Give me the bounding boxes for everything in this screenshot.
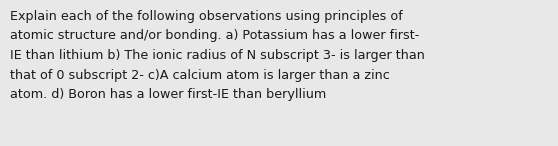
Text: IE than lithium b) The ionic radius of N subscript 3- is larger than: IE than lithium b) The ionic radius of N… bbox=[10, 49, 425, 62]
Text: that of 0 subscript 2- c)A calcium atom is larger than a zinc: that of 0 subscript 2- c)A calcium atom … bbox=[10, 68, 389, 81]
Text: atom. d) Boron has a lower first-IE than beryllium: atom. d) Boron has a lower first-IE than… bbox=[10, 88, 326, 101]
Text: Explain each of the following observations using principles of: Explain each of the following observatio… bbox=[10, 10, 403, 23]
Text: atomic structure and/or bonding. a) Potassium has a lower first-: atomic structure and/or bonding. a) Pota… bbox=[10, 29, 420, 42]
